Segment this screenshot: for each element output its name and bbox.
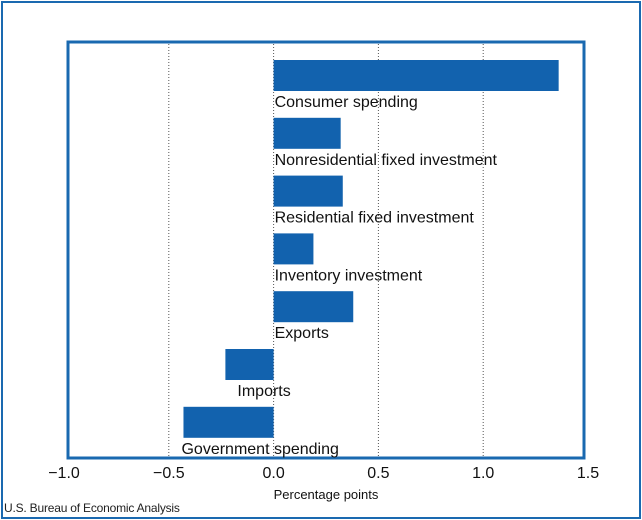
tick-label: −1.0 xyxy=(48,465,80,482)
bar-6 xyxy=(183,407,273,438)
tick-label: 1.0 xyxy=(472,465,494,482)
bar-1 xyxy=(274,118,341,149)
bar-4 xyxy=(274,291,354,322)
x-axis-label: Percentage points xyxy=(274,487,379,502)
tick-label: −0.5 xyxy=(153,465,185,482)
bar-2 xyxy=(274,176,343,207)
tick-label: 0.0 xyxy=(262,465,284,482)
category-label: Exports xyxy=(275,325,329,342)
tick-label: 0.5 xyxy=(367,465,389,482)
bar-0 xyxy=(274,60,559,91)
bar-3 xyxy=(274,233,314,264)
category-label: Consumer spending xyxy=(275,94,418,111)
category-label: Imports xyxy=(237,383,290,400)
tick-label: 1.5 xyxy=(577,465,599,482)
category-label: Residential fixed investment xyxy=(275,210,475,227)
source-note: U.S. Bureau of Economic Analysis xyxy=(4,501,180,515)
category-label: Nonresidential fixed investment xyxy=(275,152,498,169)
bar-5 xyxy=(225,349,273,380)
category-label: Government spending xyxy=(181,441,338,458)
category-label: Inventory investment xyxy=(275,267,423,284)
